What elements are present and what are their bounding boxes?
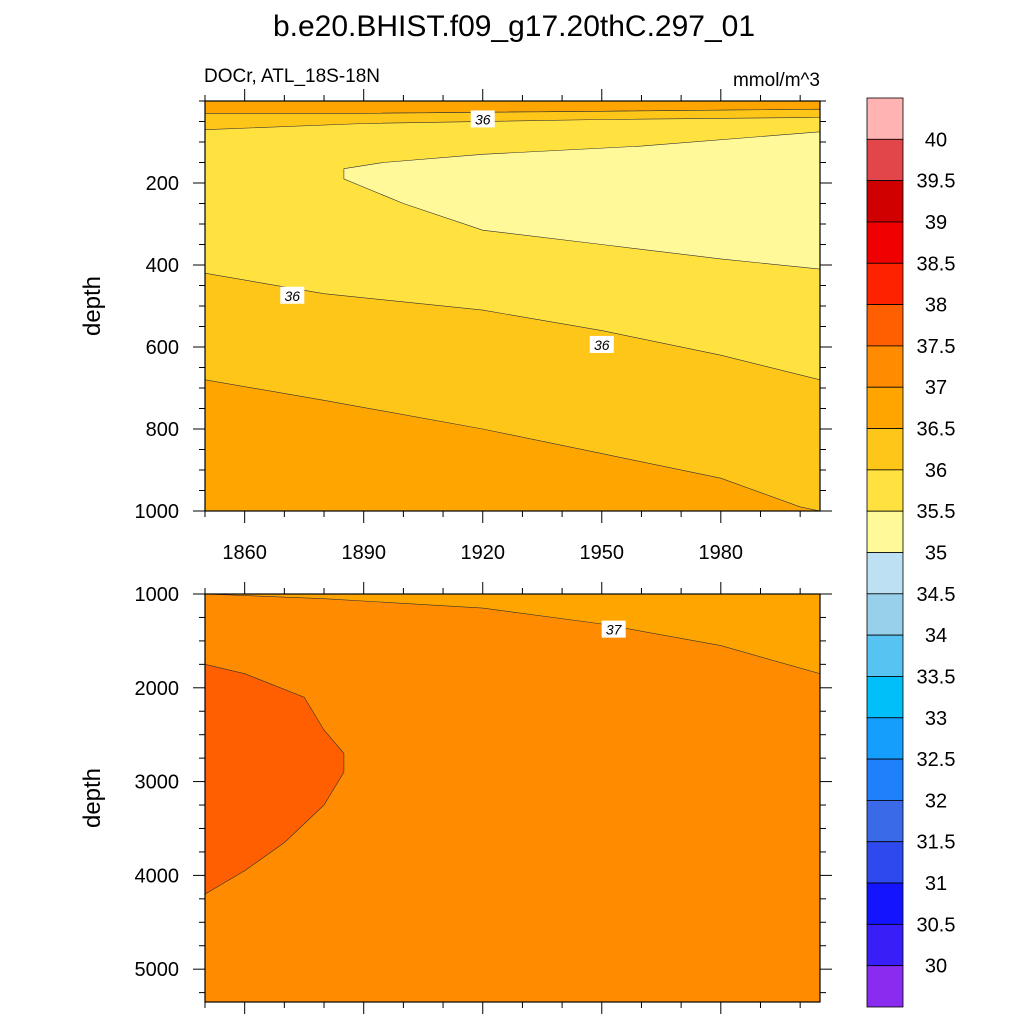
y-axis-label: depth	[79, 768, 106, 828]
colorbar-label: 40	[925, 129, 947, 151]
x-tick-label: 1890	[341, 542, 386, 564]
colorbar-label: 32	[925, 790, 947, 812]
colorbar-swatch	[866, 758, 904, 801]
colorbar: 40 39.5 39 38.5 38 37.5 37 36.5 36 35.5 35 34.5 34 33…	[866, 97, 956, 1008]
colorbar-swatch	[866, 345, 904, 388]
y-tick-label: 1000	[135, 584, 180, 606]
colorbar-label: 34.5	[917, 584, 956, 606]
variable-region-label: DOCr, ATL_18S-18N	[204, 66, 380, 87]
contour-label: 36	[589, 335, 614, 353]
contour-region-4	[343, 131, 820, 270]
colorbar-label: 30	[925, 956, 947, 978]
x-tick-label: 1920	[460, 542, 505, 564]
colorbar-label: 33	[925, 708, 947, 730]
colorbar-swatch	[866, 552, 904, 595]
colorbar-swatch	[866, 882, 904, 925]
colorbar-label: 33.5	[917, 666, 956, 688]
colorbar-label: 39	[925, 212, 947, 234]
lower-depth-panel: 1000 2000 3000 4000 5000 depth 37	[79, 582, 832, 1014]
colorbar-swatch	[866, 510, 904, 553]
contour-region-1	[205, 663, 345, 895]
colorbar-swatch	[866, 800, 904, 843]
colorbar-label: 34	[925, 625, 947, 647]
colorbar-label: 31.5	[917, 832, 956, 854]
colorbar-label: 32.5	[917, 749, 956, 771]
colorbar-label: 35	[925, 543, 947, 565]
contour-region-3	[205, 379, 820, 511]
y-tick-label: 3000	[135, 772, 180, 794]
figure-title: b.e20.BHIST.f09_g17.20thC.297_01	[273, 10, 755, 43]
colorbar-swatch	[866, 717, 904, 760]
colorbar-swatch	[866, 386, 904, 429]
colorbar-swatch	[866, 841, 904, 884]
y-tick-label: 4000	[135, 865, 180, 887]
colorbar-swatch	[866, 593, 904, 636]
units-label: mmol/m^3	[733, 70, 820, 91]
colorbar-swatch	[866, 634, 904, 677]
y-tick-label: 200	[146, 173, 179, 195]
y-axis-label: depth	[79, 276, 106, 336]
x-tick-label: 1980	[699, 542, 744, 564]
colorbar-label: 30.5	[917, 914, 956, 936]
colorbar-label: 31	[925, 873, 947, 895]
contour-label: 37	[601, 620, 626, 638]
colorbar-label: 35.5	[917, 501, 956, 523]
colorbar-swatch	[866, 923, 904, 967]
contour-region-0	[205, 594, 820, 675]
svg-text:36: 36	[594, 337, 610, 353]
colorbar-swatch	[866, 262, 904, 305]
colorbar-swatch	[866, 221, 904, 264]
contour-label: 36	[470, 110, 495, 128]
y-tick-label: 600	[146, 337, 179, 359]
colorbar-label: 36.5	[917, 419, 956, 441]
colorbar-swatch	[866, 428, 904, 471]
colorbar-label: 38.5	[917, 253, 956, 275]
contour-field	[205, 594, 820, 1002]
contour-label: 36	[280, 286, 305, 304]
x-tick-label: 1860	[222, 542, 267, 564]
colorbar-swatch	[866, 965, 904, 1008]
colorbar-label: 38	[925, 295, 947, 317]
colorbar-label: 37	[925, 377, 947, 399]
plot-frame	[204, 593, 821, 1003]
svg-text:36: 36	[285, 288, 301, 304]
colorbar-label: 39.5	[917, 171, 956, 193]
y-tick-label: 5000	[135, 959, 180, 981]
colorbar-swatch	[866, 180, 904, 223]
svg-text:36: 36	[475, 111, 491, 127]
contour-field	[205, 101, 820, 511]
y-tick-label: 400	[146, 255, 179, 277]
upper-depth-panel: 1860 1890 1920 1950 1980 200 400 600 800 1000 dept…	[79, 89, 832, 564]
y-tick-label: 2000	[135, 678, 180, 700]
colorbar-swatch	[866, 138, 904, 182]
x-tick-label: 1950	[580, 542, 625, 564]
colorbar-swatch	[866, 676, 904, 719]
colorbar-label: 37.5	[917, 336, 956, 358]
colorbar-swatch	[866, 97, 904, 140]
contour-region-1	[205, 108, 820, 131]
colorbar-swatch	[866, 469, 904, 512]
y-tick-label: 800	[146, 419, 179, 441]
svg-text:37: 37	[606, 622, 623, 638]
colorbar-label: 36	[925, 460, 947, 482]
colorbar-swatch	[866, 304, 904, 347]
y-tick-label: 1000	[135, 501, 180, 523]
